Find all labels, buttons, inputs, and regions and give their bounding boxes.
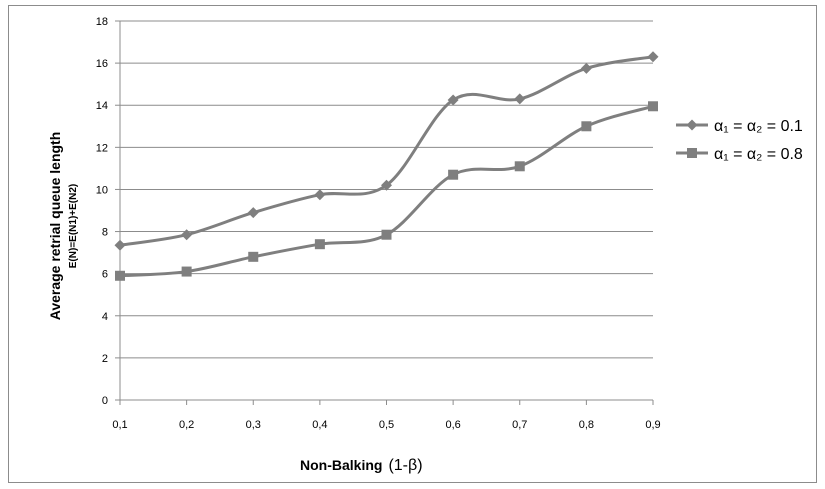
data-point-square [648, 101, 658, 112]
data-point-square [381, 229, 392, 240]
legend-label-series-2: α₁ = α₂ = 0.8 [714, 146, 803, 163]
legend-label-series-1: α₁ = α₂ = 0.1 [714, 118, 803, 135]
x-axis-title: Non-Balking (1-β) [300, 457, 423, 474]
data-point-square [248, 251, 259, 262]
chart-frame [8, 5, 817, 483]
x-tick-label: 0,5 [379, 419, 394, 431]
y-tick-label: 0 [102, 395, 108, 407]
data-point-diamond [647, 51, 659, 63]
x-tick-label: 0,3 [246, 419, 261, 431]
y-tick-label: 8 [102, 227, 108, 239]
x-tick-label: 0,1 [112, 419, 127, 431]
data-point-diamond [381, 179, 392, 191]
legend: α₁ = α₂ = 0.1 α₁ = α₂ = 0.8 [676, 118, 803, 163]
series-line-2 [119, 104, 654, 278]
series-lines [114, 51, 659, 281]
x-tick-label: 0,4 [312, 419, 327, 431]
x-tick-label: 0,9 [645, 419, 660, 431]
data-point-diamond [514, 93, 526, 105]
x-tick-label: 0,8 [579, 419, 594, 431]
data-point-square [448, 169, 459, 180]
data-point-square [181, 266, 192, 277]
data-point-diamond [247, 207, 259, 219]
data-point-diamond [114, 239, 126, 251]
data-point-diamond [580, 62, 592, 74]
x-tick-label: 0,2 [179, 419, 194, 431]
y-tick-label: 14 [96, 100, 108, 112]
x-tick-label: 0,7 [512, 419, 527, 431]
data-point-square [115, 270, 125, 281]
series-line-1 [119, 55, 654, 247]
y-tick-label: 6 [102, 269, 108, 281]
data-point-square [581, 121, 592, 132]
y-axis-title: Average retrial queue length [47, 132, 63, 321]
y-tick-label: 10 [96, 184, 108, 196]
data-point-square [514, 161, 525, 172]
gridlines [120, 20, 653, 401]
y-tick-label: 12 [96, 142, 108, 154]
x-axis-title-main: Non-Balking [300, 457, 382, 473]
y-tick-label: 4 [102, 311, 108, 323]
y-tick-label: 2 [102, 353, 108, 365]
legend-diamond-marker [686, 119, 698, 131]
data-point-diamond [447, 94, 459, 106]
data-point-diamond [314, 189, 326, 201]
legend-square-marker [687, 148, 697, 158]
x-tick-labels: 0,1 0,2 0,3 0,4 0,5 0,6 0,7 0,8 0,9 [112, 419, 660, 431]
x-tick-label: 0,6 [445, 419, 460, 431]
y-axis-subtitle: E(N)=E(N1)+E(N2) [68, 184, 79, 268]
y-tick-label: 18 [96, 16, 108, 28]
x-axis-title-suffix: (1-β) [388, 457, 422, 474]
data-point-square [314, 239, 325, 250]
data-point-diamond [181, 229, 193, 241]
legend-item-series-1: α₁ = α₂ = 0.1 [676, 118, 803, 135]
y-tick-label: 16 [96, 58, 108, 70]
y-tick-labels: 0 2 4 6 8 10 12 14 16 18 [96, 16, 108, 407]
legend-item-series-2: α₁ = α₂ = 0.8 [676, 146, 803, 163]
axes [115, 20, 654, 405]
